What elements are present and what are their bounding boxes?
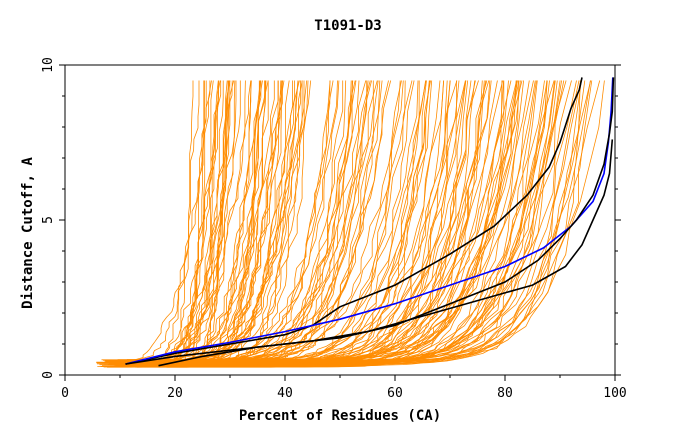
x-tick-label: 100 — [603, 386, 626, 401]
y-tick-label: 10 — [41, 57, 56, 73]
model-curve — [140, 80, 212, 361]
model-curve — [174, 80, 231, 362]
x-tick-label: 20 — [167, 386, 183, 401]
x-tick-label: 40 — [277, 386, 293, 401]
highlight-series-group — [125, 77, 615, 367]
model-curve — [130, 80, 415, 368]
model-curve — [110, 80, 207, 363]
x-axis-label: Percent of Residues (CA) — [239, 408, 441, 424]
y-tick-label: 5 — [41, 216, 56, 224]
model-curve — [110, 80, 490, 366]
x-tick-label: 80 — [497, 386, 513, 401]
model-curve — [165, 80, 520, 367]
y-tick-label: 0 — [41, 371, 56, 379]
model-curve — [140, 80, 275, 367]
axes: 0 20 40 60 80 100 0 5 10 — [41, 57, 627, 401]
x-tick-label: 60 — [387, 386, 403, 401]
model-curve — [171, 80, 420, 361]
highlight-series-line — [158, 139, 614, 367]
y-axis-label: Distance Cutoff, A — [20, 157, 36, 309]
highlight-series-line — [125, 77, 614, 365]
chart-title: T1091-D3 — [314, 18, 381, 34]
model-curve — [152, 80, 357, 365]
model-curve — [134, 80, 338, 364]
highlight-series-line — [125, 77, 583, 365]
model-curve — [115, 80, 211, 363]
x-tick-label: 0 — [61, 386, 69, 401]
model-curve — [120, 80, 505, 368]
model-curve — [116, 80, 519, 363]
background-series-group — [96, 80, 605, 368]
